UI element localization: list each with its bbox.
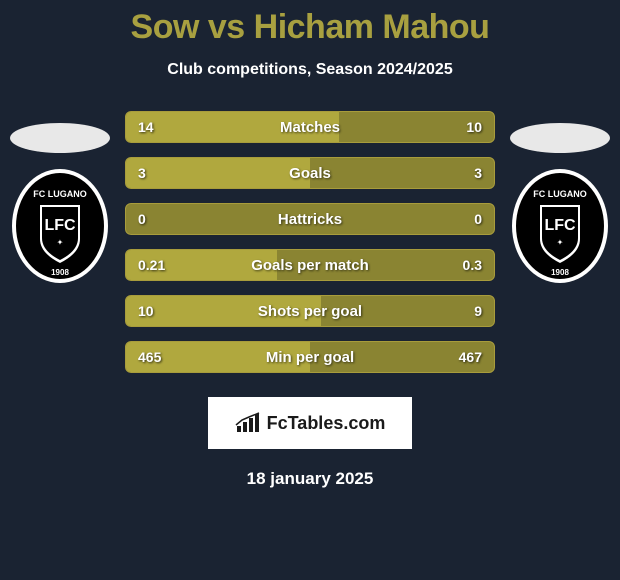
stat-row: 465 Min per goal 467 [125, 341, 495, 373]
site-logo: FcTables.com [208, 397, 412, 449]
fctables-icon [235, 412, 261, 434]
stat-value-right: 0.3 [463, 257, 482, 273]
stat-label: Goals per match [251, 257, 369, 274]
svg-text:LFC: LFC [544, 217, 576, 234]
stat-value-left: 465 [138, 349, 161, 365]
stat-label: Shots per goal [258, 303, 362, 320]
stat-label: Min per goal [266, 349, 354, 366]
player-left-side: FC LUGANO LFC ✦ 1908 [0, 111, 120, 285]
svg-text:✦: ✦ [57, 238, 64, 247]
page-title: Sow vs Hicham Mahou [131, 8, 490, 47]
stat-value-left: 3 [138, 165, 146, 181]
svg-text:1908: 1908 [551, 268, 569, 277]
team-badge-left: FC LUGANO LFC ✦ 1908 [10, 167, 110, 285]
stat-row: 3 Goals 3 [125, 157, 495, 189]
stat-label: Matches [280, 119, 340, 136]
comparison-chart: FC LUGANO LFC ✦ 1908 FC LUGANO LFC [0, 111, 620, 373]
stat-value-right: 10 [466, 119, 482, 135]
stat-value-right: 9 [474, 303, 482, 319]
player-right-side: FC LUGANO LFC ✦ 1908 [500, 111, 620, 285]
stat-bars: 14 Matches 10 3 Goals 3 0 Hattricks 0 0.21 Goals p… [125, 111, 495, 373]
stat-value-left: 10 [138, 303, 154, 319]
stat-value-left: 0 [138, 211, 146, 227]
stat-value-right: 467 [459, 349, 482, 365]
stat-row: 14 Matches 10 [125, 111, 495, 143]
svg-text:1908: 1908 [51, 268, 69, 277]
svg-text:✦: ✦ [557, 238, 564, 247]
site-logo-text: FcTables.com [267, 413, 386, 434]
stat-label: Goals [289, 165, 331, 182]
stat-value-left: 0.21 [138, 257, 165, 273]
stat-value-right: 0 [474, 211, 482, 227]
stat-row: 0 Hattricks 0 [125, 203, 495, 235]
bar-fill-left [126, 158, 310, 188]
date-text: 18 january 2025 [247, 469, 374, 489]
svg-text:FC LUGANO: FC LUGANO [533, 189, 587, 199]
stat-row: 0.21 Goals per match 0.3 [125, 249, 495, 281]
stat-row: 10 Shots per goal 9 [125, 295, 495, 327]
svg-text:LFC: LFC [44, 217, 76, 234]
avatar-placeholder-left [10, 123, 110, 153]
stat-label: Hattricks [278, 211, 342, 228]
team-badge-right: FC LUGANO LFC ✦ 1908 [510, 167, 610, 285]
stat-value-left: 14 [138, 119, 154, 135]
avatar-placeholder-right [510, 123, 610, 153]
stat-value-right: 3 [474, 165, 482, 181]
page-subtitle: Club competitions, Season 2024/2025 [167, 61, 452, 79]
svg-text:FC LUGANO: FC LUGANO [33, 189, 87, 199]
